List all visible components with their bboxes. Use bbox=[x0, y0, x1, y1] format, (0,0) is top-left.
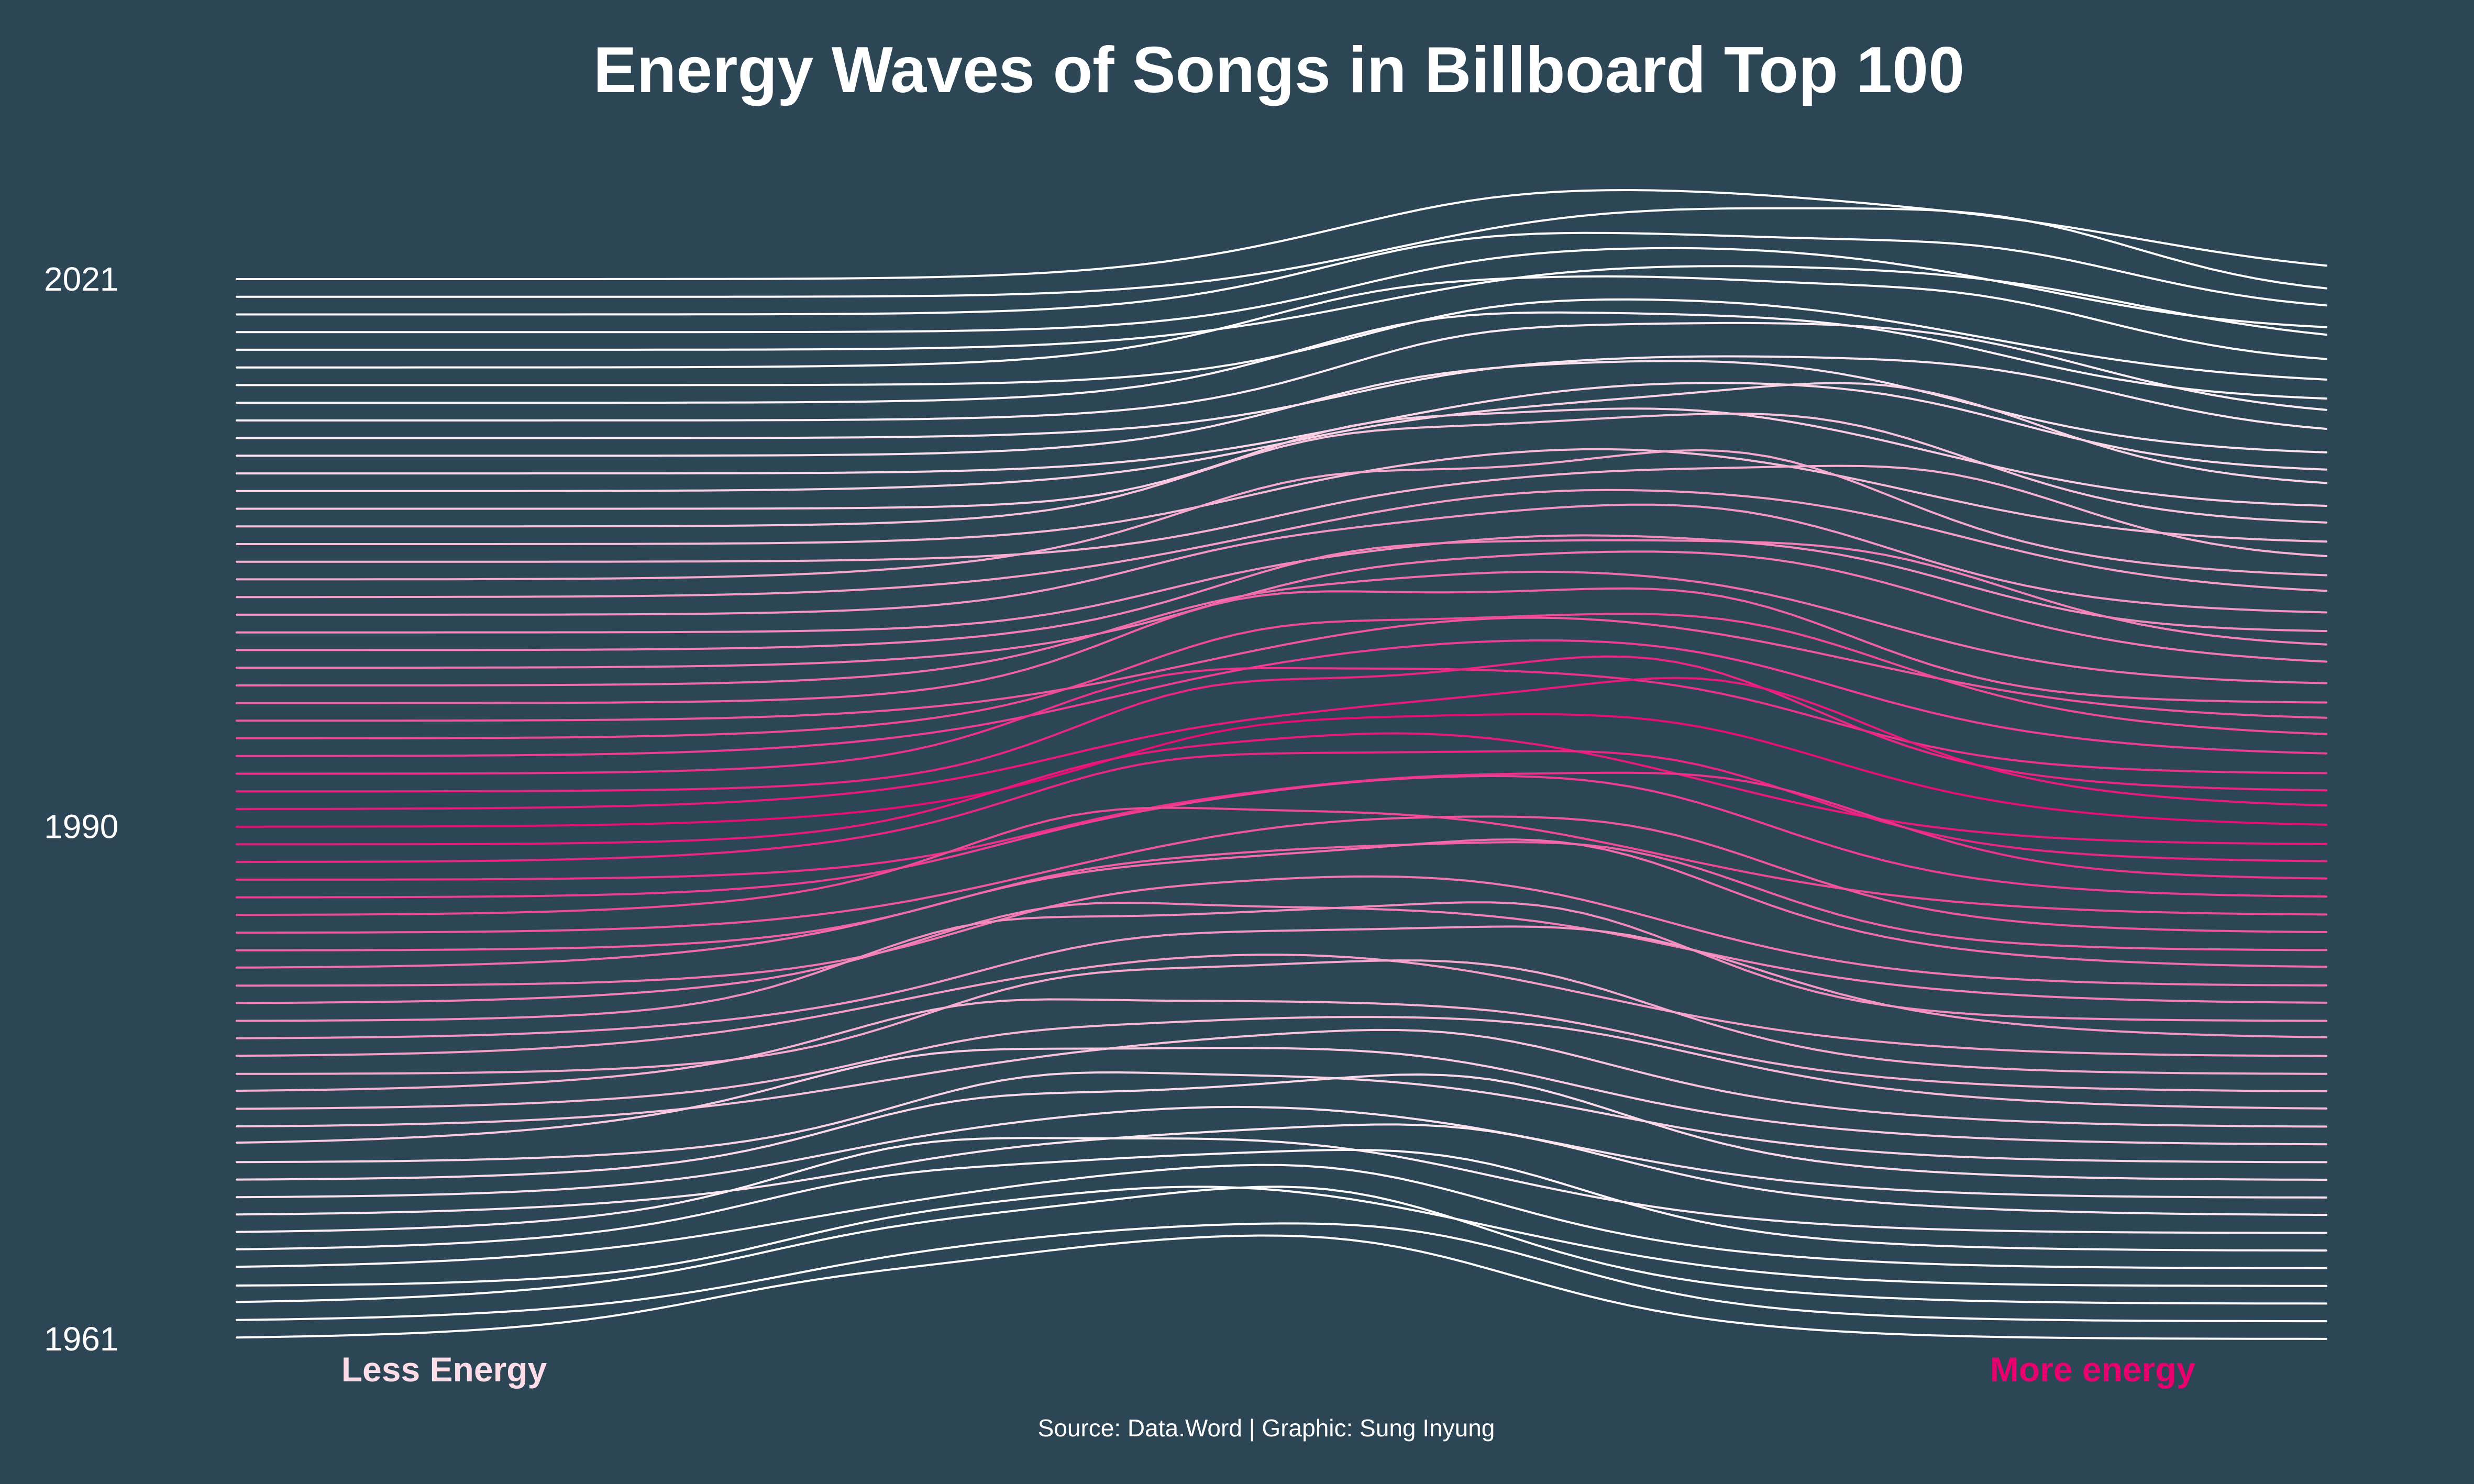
ridge-line-2004 bbox=[236, 449, 2327, 581]
ridge-line-2002 bbox=[236, 503, 2327, 616]
ridge-line-1993 bbox=[236, 667, 2327, 775]
ridge-line-1976 bbox=[236, 959, 2327, 1075]
ridge-line-1962 bbox=[236, 1222, 2327, 1323]
ridge-line-1984 bbox=[236, 815, 2327, 934]
ridge-line-2006 bbox=[236, 448, 2327, 545]
ridge-line-1974 bbox=[236, 1016, 2327, 1110]
ridge-line-1996 bbox=[236, 616, 2327, 722]
ridge-line-2012 bbox=[236, 355, 2327, 439]
ridge-line-1995 bbox=[236, 613, 2327, 739]
ridge-line-1991 bbox=[236, 677, 2327, 810]
ridge-line-2020 bbox=[236, 207, 2327, 298]
ridge-line-1989 bbox=[236, 732, 2327, 846]
ridge-line-1997 bbox=[236, 587, 2327, 704]
ridge-line-1963 bbox=[236, 1186, 2327, 1305]
ridge-line-1964 bbox=[236, 1186, 2327, 1287]
ridge-line-1994 bbox=[236, 639, 2327, 757]
ridge-line-2019 bbox=[236, 231, 2327, 316]
ridge-line-2000 bbox=[236, 539, 2327, 651]
ridge-line-1998 bbox=[236, 570, 2327, 686]
ridgelines-group bbox=[236, 189, 2327, 1340]
y-tick-label: 1961 bbox=[44, 1320, 118, 1358]
ridge-line-1968 bbox=[236, 1123, 2327, 1216]
ridge-line-1999 bbox=[236, 550, 2327, 669]
ridge-line-1983 bbox=[236, 841, 2327, 951]
ridge-line-2017 bbox=[236, 265, 2327, 351]
ridge-line-1990 bbox=[236, 713, 2327, 828]
ridge-line-1965 bbox=[236, 1164, 2327, 1269]
ridge-line-1966 bbox=[236, 1148, 2327, 1252]
ridge-line-1973 bbox=[236, 1028, 2327, 1128]
ridge-line-1972 bbox=[236, 1047, 2327, 1146]
more-energy-label: More energy bbox=[1990, 1350, 2196, 1389]
ridge-line-1978 bbox=[236, 925, 2327, 1039]
ridge-line-1986 bbox=[236, 775, 2327, 899]
ridge-line-2005 bbox=[236, 464, 2327, 563]
y-tick-label: 2021 bbox=[44, 260, 118, 298]
y-tick-label: 1990 bbox=[44, 808, 118, 846]
ridge-line-1982 bbox=[236, 838, 2327, 969]
ridge-line-2010 bbox=[236, 382, 2327, 475]
y-axis-ticks: 1961 1990 2021 bbox=[44, 260, 118, 1358]
ridge-line-1977 bbox=[236, 954, 2327, 1057]
ridge-line-2001 bbox=[236, 534, 2327, 634]
ridge-line-1979 bbox=[236, 901, 2327, 1022]
ridge-line-1969 bbox=[236, 1105, 2327, 1199]
ridge-line-1970 bbox=[236, 1073, 2327, 1181]
ridge-line-2016 bbox=[236, 275, 2327, 369]
ridge-line-1971 bbox=[236, 1071, 2327, 1164]
ridge-line-1967 bbox=[236, 1137, 2327, 1234]
source-caption: Source: Data.Word | Graphic: Sung Inyung bbox=[1038, 1414, 1495, 1442]
chart-title: Energy Waves of Songs in Billboard Top 1… bbox=[593, 34, 1964, 106]
ridge-line-1975 bbox=[236, 998, 2327, 1092]
ridge-line-2013 bbox=[236, 322, 2327, 422]
ridge-line-1985 bbox=[236, 806, 2327, 916]
ridge-line-2007 bbox=[236, 412, 2327, 528]
ridge-line-1981 bbox=[236, 875, 2327, 987]
ridge-line-2014 bbox=[236, 311, 2327, 404]
ridge-line-2003 bbox=[236, 489, 2327, 599]
ridge-line-1988 bbox=[236, 750, 2327, 863]
ridge-line-1980 bbox=[236, 902, 2327, 1004]
ridge-line-1961 bbox=[236, 1234, 2327, 1340]
less-energy-label: Less Energy bbox=[341, 1350, 547, 1389]
